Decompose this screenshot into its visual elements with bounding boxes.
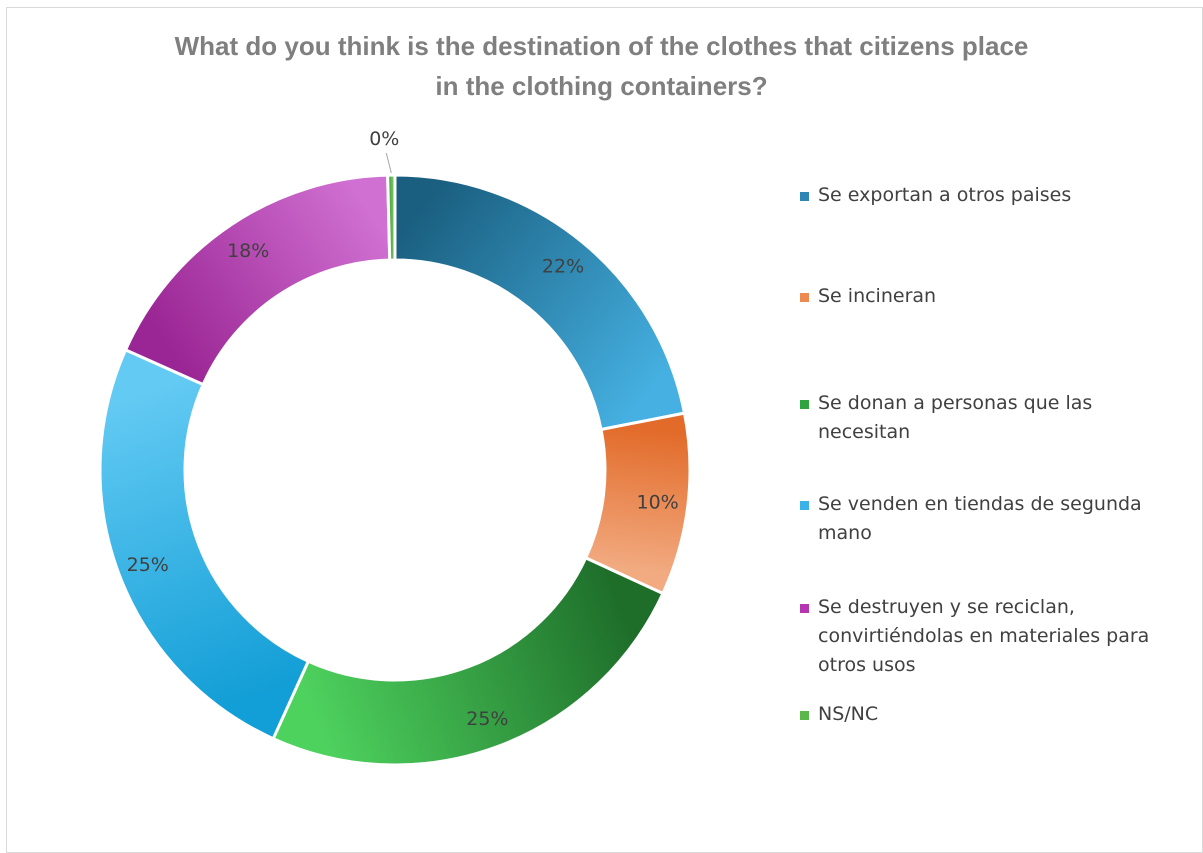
chart-title-line-1: What do you think is the destination of … xyxy=(174,31,1029,61)
legend-label-5-line-3: otros usos xyxy=(818,654,916,676)
legend-swatch-6 xyxy=(800,711,809,720)
legend-label-6-line-1: NS/NC xyxy=(818,703,879,725)
legend-label-4-line-1: Se venden en tiendas de segunda xyxy=(818,493,1142,515)
legend-label-5-line-2: convirtiéndolas en materiales para xyxy=(818,625,1150,647)
legend-swatch-1 xyxy=(800,192,809,201)
legend-label-2: Se incineran xyxy=(818,282,1180,311)
legend-swatch-3 xyxy=(800,400,809,409)
legend-label-5: Se destruyen y se reciclan, convirtiéndol… xyxy=(818,593,1180,680)
data-label-2: 10% xyxy=(637,491,679,513)
data-label-4: 25% xyxy=(127,554,169,576)
donut-slice-6 xyxy=(386,173,397,262)
donut-slice-1 xyxy=(393,173,687,432)
legend-label-4-line-2: mano xyxy=(818,522,872,544)
chart-title-line-2: in the clothing containers? xyxy=(435,71,768,101)
legend-label-5-line-1: Se destruyen y se reciclan, xyxy=(818,596,1075,618)
data-label-5: 18% xyxy=(227,240,269,262)
legend-swatch-4 xyxy=(800,501,809,510)
legend-label-3-line-2: necesitan xyxy=(818,421,911,443)
data-label-3: 25% xyxy=(466,708,508,730)
legend-label-1-line-1: Se exportan a otros paises xyxy=(818,184,1072,206)
donut-data-labels: 22% 10% 25% 25% 18% 0% xyxy=(127,128,679,730)
legend-swatch-2 xyxy=(800,293,809,302)
donut-slice-5 xyxy=(123,173,392,387)
legend-label-2-line-1: Se incineran xyxy=(818,285,937,307)
legend-label-6: NS/NC xyxy=(818,700,1180,729)
legend-label-3-line-1: Se donan a personas que las xyxy=(818,392,1093,414)
donut-slices xyxy=(98,173,692,767)
donut-slice-3 xyxy=(271,555,665,767)
data-label-1: 22% xyxy=(542,256,584,278)
legend-label-3: Se donan a personas que las necesitan xyxy=(818,389,1180,447)
legend: Se exportan a otros paises Se incineran Se… xyxy=(800,0,1180,853)
legend-label-1: Se exportan a otros paises xyxy=(818,181,1180,210)
legend-swatch-5 xyxy=(800,604,809,613)
chart-title: What do you think is the destination of … xyxy=(0,26,1203,106)
leader-line-6 xyxy=(385,152,392,174)
data-label-6: 0% xyxy=(369,128,399,150)
legend-label-4: Se venden en tiendas de segunda mano xyxy=(818,490,1180,548)
donut-slice-4 xyxy=(98,347,311,741)
